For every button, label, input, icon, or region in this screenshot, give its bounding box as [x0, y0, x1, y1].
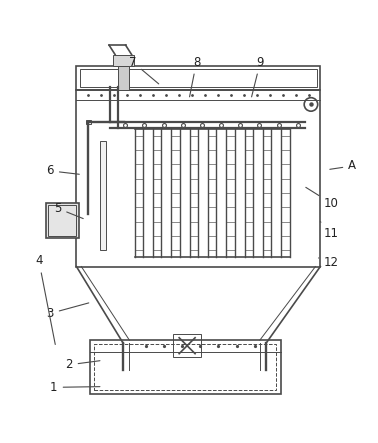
Bar	[173, 334, 201, 357]
Text: 1: 1	[50, 381, 100, 394]
Bar	[86, 120, 91, 124]
Bar	[80, 69, 317, 87]
Bar	[76, 66, 320, 90]
Text: 7: 7	[129, 55, 159, 84]
Bar	[94, 344, 276, 389]
Text: 4: 4	[35, 254, 55, 345]
Text: 6: 6	[46, 164, 79, 177]
Text: 11: 11	[321, 222, 339, 240]
Text: 5: 5	[54, 202, 83, 218]
Bar	[48, 205, 76, 236]
Text: 2: 2	[65, 358, 100, 371]
Bar	[118, 66, 129, 90]
Text: 9: 9	[252, 55, 264, 97]
Text: 10: 10	[306, 187, 339, 210]
Bar	[46, 203, 79, 238]
Bar	[76, 90, 320, 267]
Bar	[90, 340, 281, 394]
Text: 12: 12	[319, 256, 339, 268]
Text: A: A	[330, 159, 356, 172]
Text: 3: 3	[46, 303, 89, 320]
Bar	[113, 54, 134, 66]
Text: 8: 8	[189, 55, 200, 97]
Bar	[100, 141, 106, 250]
